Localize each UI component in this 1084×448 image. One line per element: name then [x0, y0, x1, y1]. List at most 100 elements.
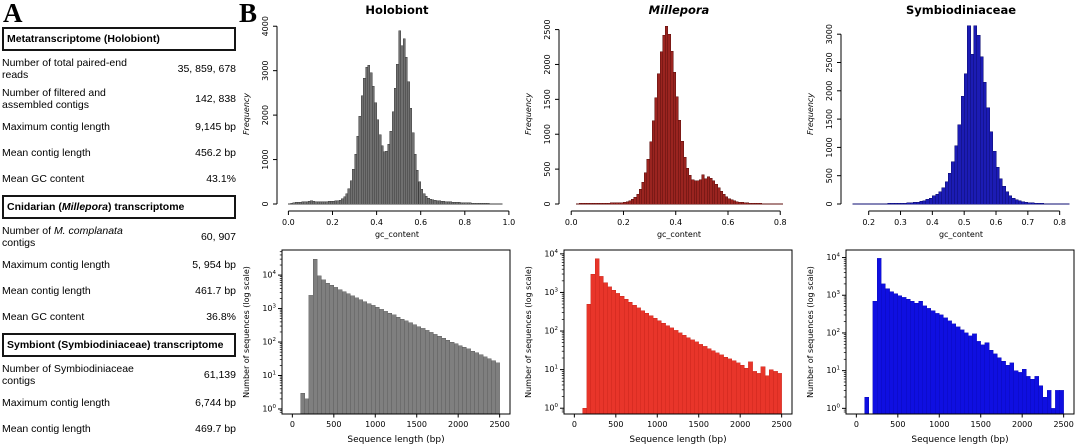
- panel-b: B 0.0 0.2 0.4 0.6 0.8 1.0 0 1000 2000 3000 4000 Hol…: [238, 0, 1084, 448]
- x-axis: [570, 210, 781, 215]
- y-axis: [278, 251, 282, 413]
- table-row: Maximum contig length 5, 954 bp: [2, 255, 236, 275]
- y-tick-label: 100: [826, 403, 840, 413]
- y-tick-label: 100: [262, 404, 276, 414]
- x-tick-label: 1500: [689, 420, 709, 429]
- table-row: Number of M. complanata contigs 60, 907: [2, 225, 236, 249]
- row-label: Number of M. complanata contigs: [2, 225, 152, 249]
- label-part: Number of filtered and assembled contigs: [2, 87, 106, 111]
- label-part: Maximum contig length: [2, 121, 110, 133]
- y-tick-label: 101: [262, 371, 276, 381]
- section-header: Cnidarian (Millepora) transcriptome: [2, 195, 236, 219]
- x-tick-label: 0.8: [458, 218, 471, 227]
- table-row: Mean contig length 469.7 bp: [2, 419, 236, 439]
- chart-len-symbiodiniaceae: 100 101 102 103 104 0 500 1000 1500 2000 2500 Seque…: [806, 249, 1075, 445]
- x-tick-label: 1.0: [503, 218, 516, 227]
- y-axis: [555, 29, 560, 205]
- row-label: Maximum contig length: [2, 121, 110, 133]
- x-tick-label: 0.4: [669, 218, 682, 227]
- chart-gc-symbiodiniaceae: 0.2 0.3 0.4 0.5 0.6 0.7 0.8 0 500 1000 1500 2000 250…: [806, 3, 1070, 239]
- x-tick-label: 0.8: [774, 218, 787, 227]
- y-tick-label: 2000: [261, 105, 270, 125]
- y-tick-label: 103: [544, 287, 558, 297]
- y-tick-label: 103: [262, 304, 276, 314]
- x-tick-label: 0.2: [862, 218, 875, 227]
- y-tick-label: 1500: [543, 89, 552, 109]
- label-part: contigs: [2, 237, 36, 249]
- y-tick-label: 103: [826, 290, 840, 300]
- y-tick-label: 104: [544, 249, 558, 259]
- y-tick-label: 101: [826, 366, 840, 376]
- y-tick-label: 1500: [825, 109, 834, 129]
- table-row: Number of Symbiodiniaceae contigs 61,139: [2, 363, 236, 387]
- x-tick-label: 0.2: [617, 218, 630, 227]
- x-axis: [868, 210, 1061, 215]
- histogram-bars: [582, 258, 782, 415]
- row-value: 60, 907: [200, 231, 236, 243]
- y-axis: [560, 253, 564, 413]
- charts-grid: 0.0 0.2 0.4 0.6 0.8 1.0 0 1000 2000 3000 4000 Holob…: [238, 0, 1084, 448]
- y-tick-label: 1000: [825, 137, 834, 157]
- x-tick-label: 500: [326, 420, 341, 429]
- row-label: Number of total paired-end reads: [2, 57, 152, 81]
- x-axis-label: gc_content: [939, 230, 983, 239]
- table-row: Maximum contig length 6,744 bp: [2, 393, 236, 413]
- x-tick-label: 500: [890, 420, 905, 429]
- x-tick-label: 0.5: [958, 218, 971, 227]
- histogram-bars: [576, 25, 784, 205]
- table-row: Mean GC content 36.8%: [2, 307, 236, 327]
- x-axis-label: Sequence length (bp): [911, 435, 1008, 445]
- label-part: Metatranscriptome (Holobiont): [7, 33, 160, 45]
- row-value: 43.1%: [206, 173, 236, 185]
- plot-frame: [845, 249, 1075, 415]
- x-tick-label: 0: [854, 420, 859, 429]
- panel-a-label: A: [3, 0, 23, 28]
- y-axis-label: Number of sequences (log scale): [524, 266, 533, 398]
- row-label: Number of filtered and assembled contigs: [2, 87, 152, 111]
- y-tick-label: 0: [261, 201, 270, 206]
- y-tick-label: 102: [826, 328, 840, 338]
- x-tick-label: 0.0: [282, 218, 295, 227]
- row-value: 9,145 bp: [195, 121, 236, 133]
- y-axis: [273, 25, 278, 205]
- row-value: 36.8%: [206, 311, 236, 323]
- x-tick-label: 2000: [1012, 420, 1032, 429]
- table-row: Mean contig length 456.2 bp: [2, 143, 236, 163]
- table-row: Number of filtered and assembled contigs…: [2, 87, 236, 111]
- y-tick-label: 1000: [261, 149, 270, 169]
- label-part: ) transcriptome: [107, 201, 185, 213]
- y-axis-label: Number of sequences (log scale): [806, 266, 815, 398]
- label-part: Mean contig length: [2, 147, 91, 159]
- label-part: Number of total paired-end reads: [2, 57, 127, 81]
- label-part: Mean GC content: [2, 173, 85, 185]
- section-header: Symbiont (Symbiodiniaceae) transcriptome: [2, 333, 236, 357]
- chart-title: Symbiodiniaceae: [906, 3, 1016, 17]
- row-label: Mean contig length: [2, 423, 91, 435]
- table-row: Mean GC content 43.1%: [2, 169, 236, 189]
- panel-a: A Metatranscriptome (Holobiont) Number of…: [0, 0, 238, 448]
- x-tick-label: 1500: [971, 420, 991, 429]
- y-tick-label: 4000: [261, 16, 270, 36]
- histogram-bars: [288, 30, 503, 205]
- x-tick-label: 0.7: [1021, 218, 1034, 227]
- chart-len-holobiont: 100 101 102 103 104 0 500 1000 1500 2000 2500 Seque…: [242, 249, 511, 445]
- x-axis: [855, 414, 1065, 418]
- table-row: Maximum contig length 9,145 bp: [2, 117, 236, 137]
- row-value: 35, 859, 678: [177, 63, 236, 75]
- x-tick-label: 2500: [1053, 420, 1073, 429]
- y-tick-label: 102: [262, 337, 276, 347]
- row-value: 469.7 bp: [195, 423, 236, 435]
- y-tick-label: 104: [826, 253, 840, 263]
- chart-len-millepora: 100 101 102 103 104 0 500 1000 1500 2000 2500 Seque…: [524, 249, 793, 445]
- label-part: Cnidarian (: [7, 201, 62, 213]
- x-tick-label: 2000: [730, 420, 750, 429]
- row-label: Mean GC content: [2, 173, 84, 185]
- y-axis-label: Frequency: [806, 93, 815, 135]
- chart-title: Millepora: [649, 3, 710, 17]
- y-tick-label: 0: [543, 201, 552, 206]
- label-part: Maximum contig length: [2, 397, 110, 409]
- y-tick-label: 2000: [543, 54, 552, 74]
- row-label: Mean GC content: [2, 311, 84, 323]
- x-tick-label: 2500: [771, 420, 791, 429]
- y-axis-label: Frequency: [242, 93, 251, 135]
